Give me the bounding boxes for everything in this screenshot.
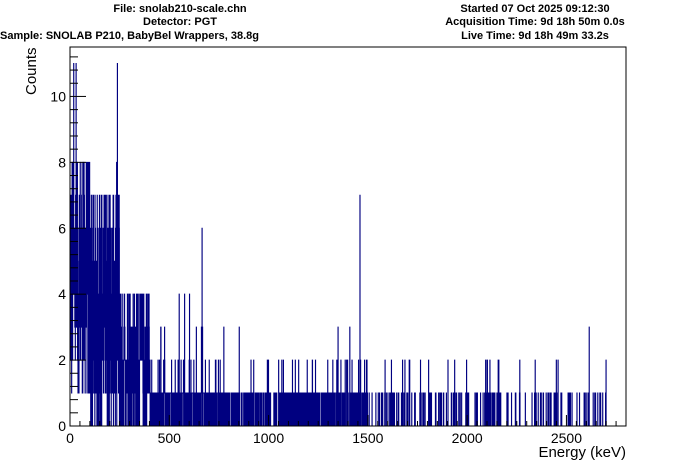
x-tick-label: 0 [66,430,74,446]
x-tick-label: 1500 [352,430,383,446]
spectrum-line [69,62,607,427]
y-tick-label: 10 [50,88,66,104]
y-tick-label: 2 [58,352,66,368]
x-tick-label: 1000 [253,430,284,446]
x-tick-label: 2500 [551,430,582,446]
x-tick-label: 500 [158,430,182,446]
sample-label: Sample: SNOLAB P210, BabyBel Wrappers, 3… [0,30,259,42]
y-axis: 0 2 4 6 8 10 [50,56,86,434]
y-axis-label: Counts [23,47,40,95]
live-time-label: Live Time: 9d 18h 49m 33.2s [461,30,609,42]
histogram-bars [69,62,607,427]
x-axis-label: Energy (keV) [538,444,626,461]
y-tick-label: 4 [58,286,66,302]
started-label: Started 07 Oct 2025 09:12:30 [460,3,610,15]
x-tick-label: 2000 [452,430,483,446]
y-tick-label: 6 [58,220,66,236]
y-tick-label: 8 [58,154,66,170]
x-axis: 0 500 1000 1500 2000 2500 [66,415,617,446]
detector-label: Detector: PGT [143,16,217,28]
y-tick-label: 0 [58,418,66,434]
acquisition-time-label: Acquisition Time: 9d 18h 50m 0.0s [445,16,625,28]
file-label: File: snolab210-scale.chn [113,3,247,15]
